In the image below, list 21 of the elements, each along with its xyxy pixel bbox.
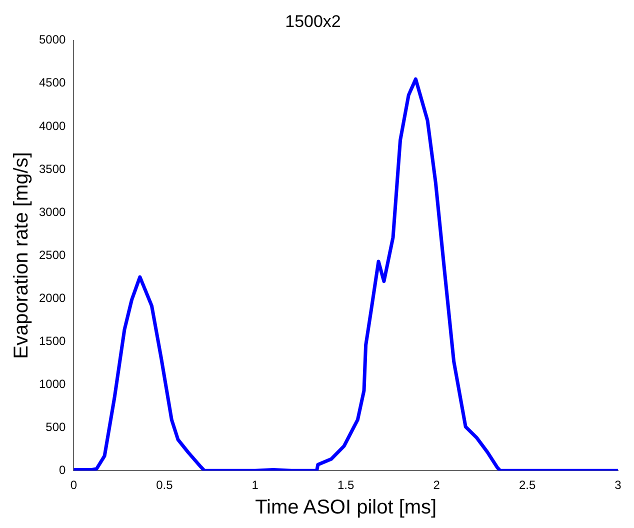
x-tick-label: 2 bbox=[433, 478, 440, 492]
x-tick-label: 0.5 bbox=[156, 478, 174, 492]
x-axis-title: Time ASOI pilot [ms] bbox=[255, 496, 437, 519]
y-tick-label: 1000 bbox=[38, 376, 66, 391]
y-tick-label: 1500 bbox=[38, 334, 66, 348]
y-tick-label: 5000 bbox=[38, 32, 66, 47]
y-tick-label: 3000 bbox=[38, 204, 66, 219]
y-tick-label: 2500 bbox=[38, 248, 66, 262]
x-tick-label: 2.5 bbox=[518, 478, 536, 492]
y-tick-label: 500 bbox=[46, 420, 66, 434]
x-tick-label: 1 bbox=[252, 478, 259, 492]
y-axis-title: Evaporation rate [mg/s] bbox=[10, 152, 33, 359]
x-tick-label: 1.5 bbox=[338, 478, 355, 492]
chart-title: 1500x2 bbox=[285, 12, 341, 31]
y-tick-label: 0 bbox=[59, 462, 66, 477]
y-tick-label: 2000 bbox=[38, 290, 66, 305]
y-tick-label: 3500 bbox=[38, 162, 66, 176]
x-tick-label: 3 bbox=[614, 478, 622, 492]
y-tick-label: 4000 bbox=[38, 118, 66, 133]
x-tick-label: 0 bbox=[70, 478, 78, 492]
y-tick-label: 4500 bbox=[38, 76, 66, 90]
